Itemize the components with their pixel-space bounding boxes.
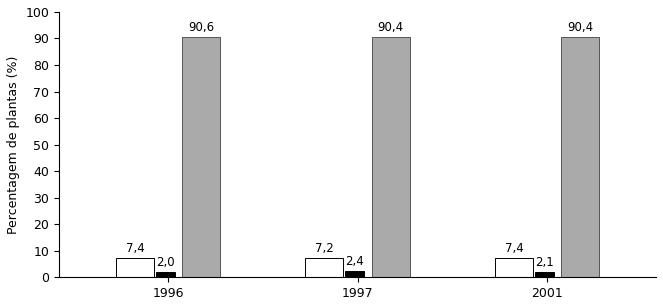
Bar	[345, 271, 364, 277]
Bar	[562, 37, 599, 277]
Text: 90,6: 90,6	[188, 21, 214, 34]
Text: 90,4: 90,4	[378, 21, 404, 34]
Bar	[372, 37, 410, 277]
Bar	[306, 258, 343, 277]
Text: 2,1: 2,1	[535, 255, 554, 269]
Text: 7,2: 7,2	[315, 242, 333, 255]
Text: 90,4: 90,4	[567, 21, 593, 34]
Y-axis label: Percentagem de plantas (%): Percentagem de plantas (%)	[7, 56, 20, 234]
Text: 7,4: 7,4	[125, 242, 145, 255]
Bar	[156, 272, 174, 277]
Text: 2,4: 2,4	[345, 255, 364, 268]
Text: 7,4: 7,4	[505, 242, 523, 255]
Text: 2,0: 2,0	[156, 256, 174, 269]
Bar	[182, 37, 220, 277]
Bar	[116, 258, 154, 277]
Bar	[495, 258, 533, 277]
Bar	[535, 272, 554, 277]
